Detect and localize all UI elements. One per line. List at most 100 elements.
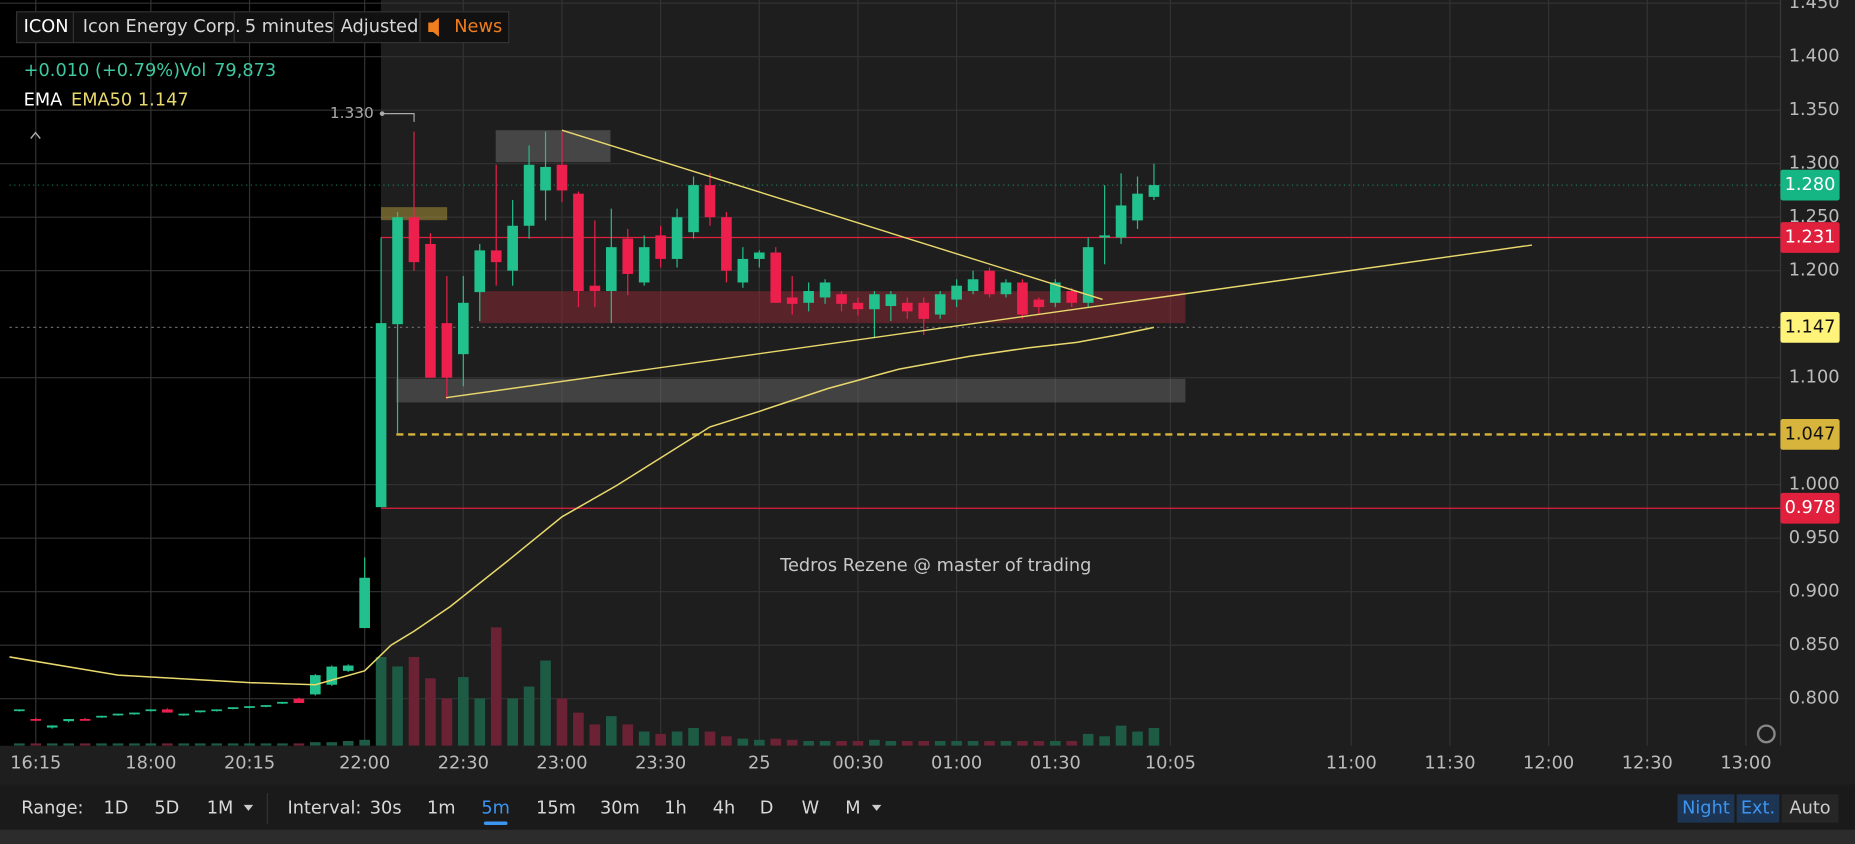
price-tag-label: 1.147 <box>1785 317 1836 337</box>
candle-body <box>671 217 683 259</box>
volume-bar <box>753 739 765 746</box>
x-tick-label: 12:00 <box>1523 754 1574 774</box>
dropdown-arrow[interactable] <box>243 804 254 811</box>
volume-total: 79,873 <box>214 61 276 81</box>
x-tick-label: 22:30 <box>438 754 489 774</box>
symbol[interactable]: ICON <box>24 17 69 37</box>
candle-body <box>556 164 568 191</box>
interval-button[interactable]: D <box>760 798 774 818</box>
x-tick-label: 22:00 <box>339 754 390 774</box>
candle-body <box>655 235 666 259</box>
candle-body <box>1082 247 1094 303</box>
mode-button[interactable]: Night <box>1682 798 1730 818</box>
interval-button[interactable]: 1m <box>427 798 456 818</box>
price-tag-label: 1.280 <box>1785 175 1836 195</box>
volume-bar <box>441 698 453 746</box>
volume-bar <box>375 656 387 746</box>
candles <box>14 131 1160 729</box>
range-button[interactable]: 1D <box>103 798 128 818</box>
volume-bar <box>1099 736 1110 746</box>
zone-box <box>479 291 1186 324</box>
candle-body <box>425 243 436 378</box>
interval-button[interactable]: 30s <box>370 798 402 818</box>
y-tick-label: 0.900 <box>1789 582 1840 602</box>
settings-icon[interactable] <box>1756 724 1776 744</box>
candle-body <box>967 279 979 292</box>
company[interactable]: Icon Energy Corp. <box>83 17 241 37</box>
ema <box>9 326 1155 686</box>
footer-strip <box>0 829 1855 844</box>
y-tick-label: 0.800 <box>1789 689 1840 709</box>
volume-bar <box>457 677 469 746</box>
x-tick-label: 20:15 <box>224 754 275 774</box>
candle-body <box>605 247 617 292</box>
candle-body <box>1017 282 1028 315</box>
interval-button[interactable]: 30m <box>600 798 640 818</box>
candle-body <box>704 185 716 218</box>
news[interactable]: News <box>454 17 502 37</box>
candle-body <box>721 217 732 271</box>
dropdown-arrow[interactable] <box>871 804 882 811</box>
volume-bar <box>293 743 305 746</box>
candle-body <box>474 250 486 293</box>
x-tick-label: 18:00 <box>125 754 176 774</box>
footer-bg <box>0 784 1855 830</box>
x-tick-label: 23:00 <box>536 754 587 774</box>
volume-bar <box>1082 733 1094 746</box>
study: EMA <box>24 91 63 111</box>
y-tick-label: 1.200 <box>1789 261 1840 281</box>
candle-body <box>408 217 420 263</box>
news-icon <box>428 17 439 37</box>
ema-line <box>9 326 1155 686</box>
candle-body <box>638 247 650 283</box>
mode-button[interactable]: Auto <box>1789 798 1830 818</box>
candle-body <box>901 302 913 312</box>
candle-body <box>1132 193 1143 221</box>
y-tick-label: 1.350 <box>1789 100 1840 120</box>
watermark: Tedros Rezene @ master of trading <box>779 556 1091 576</box>
mode-button[interactable]: Ext. <box>1741 798 1775 818</box>
y-tick-label: 1.000 <box>1789 475 1840 495</box>
volume-bar <box>129 743 140 746</box>
zone-box <box>495 130 611 163</box>
volume-bar <box>342 741 354 746</box>
candle-body <box>162 709 173 713</box>
interval-button[interactable]: 4h <box>713 798 736 818</box>
interval-button[interactable]: 5m <box>481 798 510 818</box>
volume-bar <box>79 743 91 746</box>
x-tick-label: 25 <box>748 754 771 774</box>
candle-body <box>211 709 222 712</box>
volume-bar <box>359 739 370 746</box>
volume-bar <box>1066 741 1078 746</box>
collapse-icon[interactable] <box>30 131 41 139</box>
volume-bar <box>984 741 995 746</box>
adjust[interactable]: Adjusted <box>341 17 419 37</box>
candle-body <box>342 665 354 671</box>
volume-bar <box>1148 727 1160 746</box>
x-tick-label: 10:05 <box>1145 754 1196 774</box>
volume-bar <box>1132 731 1143 746</box>
volume-bar <box>885 741 897 746</box>
volume-bar <box>227 743 239 746</box>
interval-button[interactable]: 15m <box>536 798 576 818</box>
price-tag <box>1780 222 1840 253</box>
candle-body <box>573 193 584 292</box>
interval-button[interactable]: 1h <box>664 798 687 818</box>
candle-body <box>326 666 338 685</box>
interval-button[interactable]: W <box>802 798 820 818</box>
price-tag-label: 1.047 <box>1785 424 1836 444</box>
x-tick-label: 01:30 <box>1030 754 1081 774</box>
volume-bar <box>819 741 831 746</box>
candle-body <box>46 725 58 728</box>
interval[interactable]: 5 minutes <box>245 17 334 37</box>
interval-label: Interval: <box>287 798 361 818</box>
candle-body <box>507 225 518 271</box>
range-button[interactable]: 1M <box>207 798 234 818</box>
volume-bar <box>721 736 732 746</box>
range-button[interactable]: 5D <box>154 798 179 818</box>
interval-button[interactable]: M <box>845 798 860 818</box>
volume-bar <box>112 743 124 746</box>
volume-bar <box>244 743 255 746</box>
candle-body <box>523 164 535 226</box>
volume-label: Vol <box>180 61 207 81</box>
